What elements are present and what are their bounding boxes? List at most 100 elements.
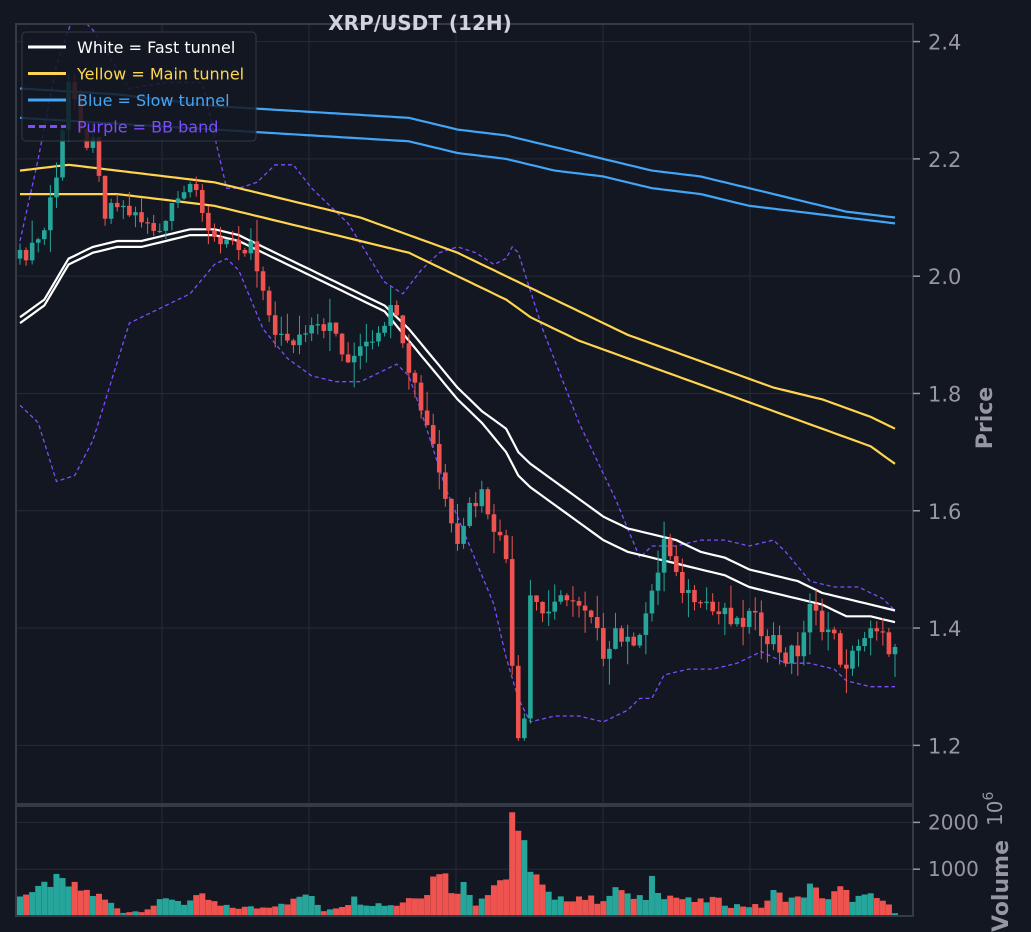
volume-bar: [308, 896, 315, 916]
candle-up: [661, 538, 667, 573]
volume-bar: [655, 893, 662, 916]
candle-up: [704, 601, 709, 603]
volume-bar: [345, 905, 352, 916]
volume-bar: [181, 904, 188, 916]
candle-up: [461, 525, 466, 544]
candle-down: [199, 189, 205, 213]
candle-down: [406, 343, 412, 373]
volume-bar: [563, 901, 570, 916]
candle-down: [206, 212, 211, 231]
volume-bar: [430, 876, 437, 916]
volume-bar: [879, 900, 886, 916]
volume-bar: [800, 897, 807, 916]
candle-up: [801, 632, 807, 657]
candle-down: [491, 514, 497, 532]
candle-down: [473, 502, 479, 507]
candle-down: [576, 601, 582, 606]
candle-down: [752, 610, 758, 613]
volume-bar: [521, 840, 528, 916]
volume-bar: [193, 895, 200, 916]
candle-up: [357, 346, 363, 356]
volume-bar: [357, 904, 364, 916]
volume-bar: [65, 886, 72, 916]
volume-bar: [108, 902, 115, 916]
volume-bar: [29, 892, 36, 916]
volume-bar: [642, 900, 649, 916]
volume-bar: [314, 904, 321, 916]
candle-up: [278, 333, 284, 335]
volume-bar: [23, 894, 30, 916]
candle-down: [716, 611, 722, 615]
candle-down: [759, 612, 764, 637]
legend-label: Blue = Slow tunnel: [77, 91, 230, 110]
legend: White = Fast tunnel Yellow = Main tunnel B…: [21, 31, 257, 142]
candle-down: [242, 249, 248, 254]
volume-bar: [867, 893, 874, 916]
volume-bar: [296, 896, 303, 916]
volume-bar: [752, 904, 759, 916]
volume-bar: [217, 905, 224, 916]
volume-bar: [235, 908, 242, 916]
volume-bar: [211, 901, 218, 916]
volume-bar: [199, 893, 206, 916]
candle-up: [108, 202, 114, 219]
volume-bar: [144, 909, 151, 916]
candle-down: [102, 175, 108, 219]
candle-down: [443, 472, 448, 499]
candle-up: [637, 634, 643, 646]
candle-up: [607, 648, 612, 659]
volume-bar: [618, 890, 625, 916]
volume-ticks: 1000 2000: [913, 810, 979, 881]
candle-down: [740, 617, 746, 627]
volume-bar: [454, 893, 461, 916]
candle-down: [509, 559, 515, 666]
volume-tick-label: 1000: [928, 857, 979, 881]
volume-bar: [418, 898, 425, 916]
candle-up: [327, 322, 333, 331]
candle-down: [436, 443, 442, 473]
candle-down: [831, 629, 837, 634]
candle-up: [850, 650, 855, 669]
candle-up: [364, 341, 369, 347]
volume-bar: [150, 905, 157, 916]
volume-bar: [600, 901, 607, 916]
candle-up: [29, 242, 35, 261]
candle-up: [376, 332, 381, 342]
volume-bar: [679, 899, 686, 916]
volume-bar: [53, 873, 60, 916]
candle-up: [722, 607, 728, 615]
volume-bar: [758, 907, 765, 916]
volume-bar: [120, 912, 127, 916]
volume-bar: [35, 885, 42, 916]
volume-bar: [95, 893, 102, 916]
volume-bar: [284, 904, 291, 916]
volume-bar: [436, 874, 443, 916]
volume-tick-label: 2000: [928, 810, 979, 834]
candle-down: [819, 610, 825, 633]
volume-bar: [861, 894, 868, 916]
volume-bar: [582, 899, 589, 916]
volume-bar: [892, 913, 898, 916]
candle-up: [133, 212, 138, 216]
candle-down: [588, 610, 594, 618]
candle-down: [96, 136, 102, 176]
candle-up: [181, 192, 187, 199]
volume-bar: [606, 895, 613, 916]
price-axis-label: Price: [973, 387, 998, 449]
volume-bar: [734, 904, 741, 916]
candle-down: [570, 600, 576, 602]
volume-bar: [326, 909, 333, 916]
candle-down: [418, 382, 424, 411]
volume-bar: [843, 889, 850, 916]
candle-down: [698, 602, 703, 604]
candle-up: [479, 489, 485, 507]
volume-bar: [369, 906, 376, 916]
candle-down: [534, 595, 539, 602]
candle-down: [503, 535, 509, 560]
volume-bar: [813, 887, 820, 916]
volume-bar: [885, 904, 892, 916]
volume-bar: [612, 887, 619, 916]
candle-down: [193, 183, 199, 190]
